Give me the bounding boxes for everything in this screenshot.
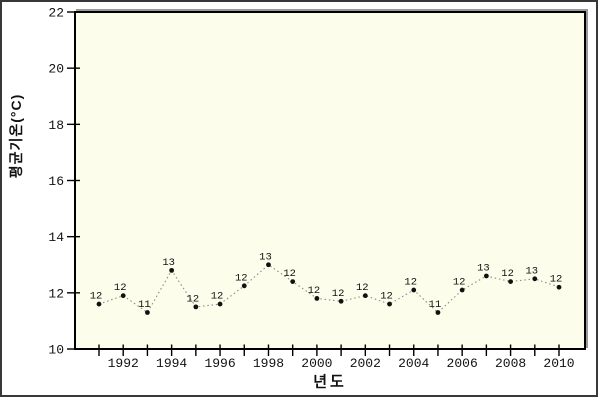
point-label: 11 [429,299,442,311]
data-line [98,264,560,314]
data-point [193,304,199,310]
point-label: 13 [259,251,272,263]
data-point [508,279,513,284]
x-tick-label: 1998 [253,356,284,371]
data-point [459,287,465,293]
x-tick-label: 2010 [543,356,574,371]
point-label: 12 [356,282,369,294]
point-label: 12 [453,277,466,289]
y-axis-ticks: 10 12 14 16 18 20 22 [48,6,80,358]
point-label: 12 [380,291,393,303]
x-tick-label: 2008 [495,356,526,371]
y-tick-label: 14 [48,230,64,245]
point-label: 12 [404,277,417,289]
data-point [532,276,538,282]
data-point [483,273,489,279]
data-point [217,301,223,307]
data-point [314,296,320,301]
x-tick-label: 1992 [108,356,139,371]
point-label: 13 [525,265,538,277]
x-tick-label: 1996 [204,356,235,371]
point-label: 12 [332,288,345,300]
y-tick-label: 18 [48,118,64,133]
point-label: 11 [138,299,151,311]
x-tick-label: 2006 [447,356,478,371]
point-label: 12 [187,293,200,305]
point-label: 12 [114,282,127,294]
point-label: 13 [162,257,175,269]
point-label: 12 [550,274,563,286]
y-tick-label: 12 [48,286,64,301]
data-point [266,262,271,268]
data-point [120,293,126,299]
data-point [411,287,417,293]
x-axis-ticks: 1992 1994 1996 1998 2000 2002 2004 2006 2008 2010 [98,344,575,371]
data-point [96,301,102,307]
point-label: 12 [501,268,514,280]
y-tick-label: 16 [48,174,64,189]
x-tick-label: 2004 [398,356,429,371]
x-axis-title: 년도 [313,373,347,391]
point-label: 12 [235,272,248,284]
y-tick-label: 20 [48,62,64,77]
data-point [145,310,150,315]
point-label: 12 [211,291,224,303]
data-point [556,284,562,290]
data-point [435,310,441,315]
y-tick-label: 10 [48,343,64,358]
data-point [362,293,368,299]
point-label: 12 [308,285,321,297]
point-label: 12 [90,291,103,303]
data-point [169,267,175,273]
x-tick-label: 2002 [350,356,381,371]
point-label: 12 [283,268,296,280]
data-point [338,298,344,304]
data-point [290,279,296,284]
plot-frame [74,11,586,350]
data-point [241,283,247,289]
x-tick-label: 2000 [301,356,332,371]
data-point [387,301,392,307]
point-labels: 12 12 11 13 12 12 12 13 12 12 12 12 12 12 11 12 13 12 13 12 [90,251,563,311]
x-tick-label: 1994 [156,356,187,371]
data-points [96,262,562,315]
point-label: 13 [477,262,490,274]
y-axis-title: 평균기온(°C) [8,93,24,179]
y-tick-label: 22 [48,6,64,21]
